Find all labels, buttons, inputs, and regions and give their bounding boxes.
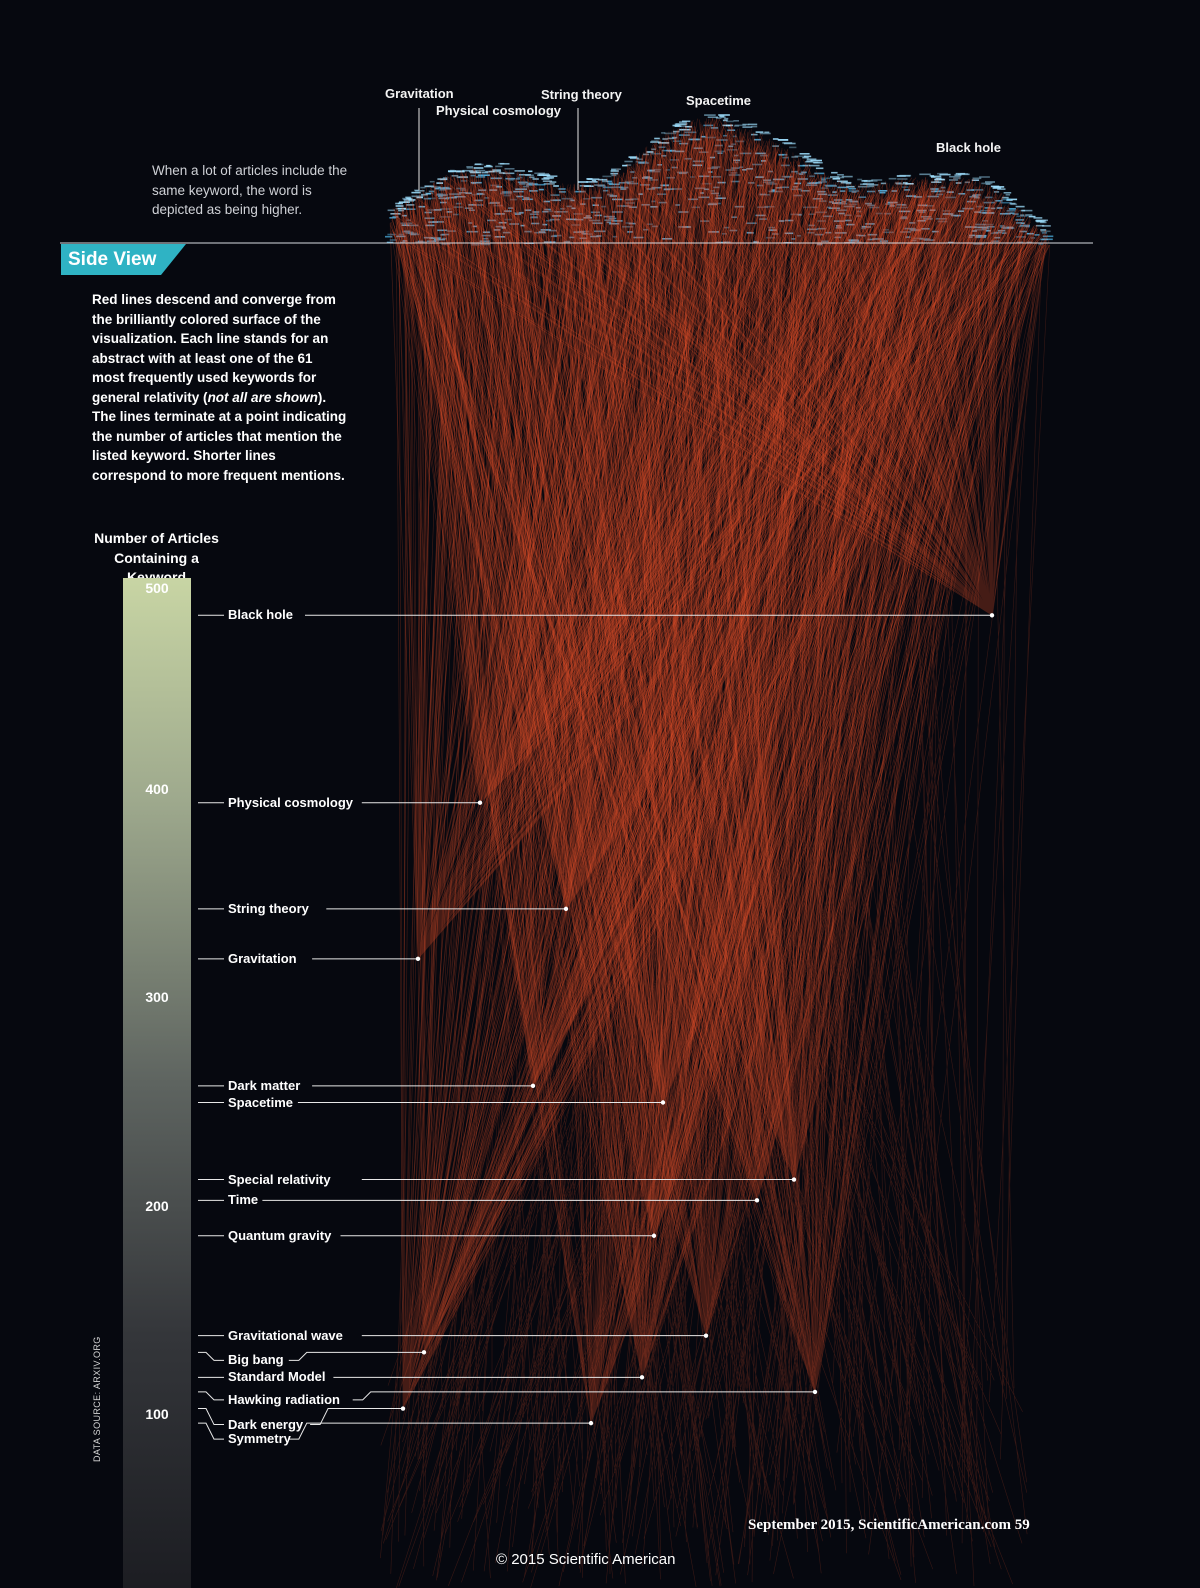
keyword-leader-line [288,1422,591,1440]
keyword-line-bundle [389,118,1048,616]
keyword-label: Gravitation [228,950,297,966]
keyword-label: String theory [228,900,309,916]
keyword-line-bundle [392,118,1046,1393]
keyword-point [421,1350,427,1355]
keyword-point [660,1100,666,1105]
y-tick-label: 200 [145,1197,169,1214]
keyword-label: Dark energy [228,1416,304,1432]
keyword-point [415,956,421,962]
keyword-label: Special relativity [228,1171,331,1187]
keyword-label: Gravitational wave [228,1327,343,1343]
peak-label-spacetime: Spacetime [686,93,752,108]
surface-points [385,114,1054,246]
keyword-leader-stub [198,1408,224,1426]
keyword-label: Standard Model [228,1369,326,1385]
keyword-point [989,613,995,618]
peak-label-physical-cosmology: Physical cosmology [436,103,561,118]
keyword-line-bundle [396,123,1050,1424]
keyword-line-bundle [393,119,1051,1086]
keyword-leader-stub [198,1351,224,1361]
keyword-point [400,1406,406,1411]
keyword-point [703,1333,709,1338]
keyword-point [477,800,483,805]
data-source: DATA SOURCE: ARXIV.ORG [92,1336,102,1462]
keyword-label: Symmetry [228,1431,291,1447]
side-view-title: Side View [68,249,157,270]
keyword-line-bundle [391,126,1050,1336]
keyword-point [791,1177,797,1182]
description-italic: not all are shown [207,389,318,405]
y-tick-label: 500 [145,580,169,596]
keyword-line-bundle [396,128,1041,1409]
keyword-label: Hawking radiation [228,1391,340,1407]
peak-label-black-hole: Black hole [936,140,1002,155]
keyword-label: Black hole [228,607,294,623]
keyword-label: Spacetime [228,1094,294,1110]
keyword-label: Physical cosmology [228,794,353,810]
keyword-leader-stub [198,1422,224,1440]
top-view-intro: When a lot of articles include the same … [152,163,348,217]
keyword-leader-line [310,1408,403,1426]
keyword-leader-line [288,1351,424,1361]
copyright: © 2015 Scientific American [496,1551,676,1568]
keyword-label: Time [228,1192,259,1208]
description-text: Red lines descend and converge from the … [92,292,336,405]
keyword-point [651,1233,657,1238]
y-axis-scale-bar [123,578,191,1588]
y-tick-label: 300 [145,989,169,1006]
keyword-line-bundle [390,120,1048,803]
description-text-end: ). The lines terminate at a point indica… [92,389,347,483]
keyword-line-bundle [391,118,1038,910]
keyword-line-bundle [393,123,1048,1236]
keyword-label: Big bang [228,1352,284,1368]
keyword-line-bundle [389,117,1045,959]
keyword-leader-stub [198,1391,224,1401]
keyword-line-bundle [399,119,1041,1201]
keyword-line-bundle [389,118,1043,1180]
keyword-point [812,1389,818,1395]
keyword-point [754,1198,760,1203]
y-tick-label: 400 [145,781,169,798]
peak-label-string-theory: String theory [541,87,622,102]
abstract-lines [380,117,1051,1588]
keyword-line-bundle [406,119,1035,1353]
page-footer: September 2015, ScientificAmerican.com 5… [748,1517,1030,1533]
keyword-line-bundle [389,123,1048,1103]
keyword-point [563,906,569,912]
keyword-line-bundle [401,118,1037,1378]
side-view-description: Red lines descend and converge from the … [92,290,347,485]
keyword-point [588,1420,594,1426]
keyword-point [639,1375,645,1380]
keyword-leader-line [352,1391,815,1401]
keyword-point [530,1083,536,1089]
keyword-label: Quantum gravity [228,1227,332,1243]
top-view-surface [385,108,1054,246]
keyword-tail-lines [380,118,1050,1588]
keyword-leader-lines [198,613,995,1440]
keyword-label: Dark matter [228,1077,301,1093]
y-tick-label: 100 [145,1405,169,1422]
peak-label-gravitation: Gravitation [385,86,454,101]
